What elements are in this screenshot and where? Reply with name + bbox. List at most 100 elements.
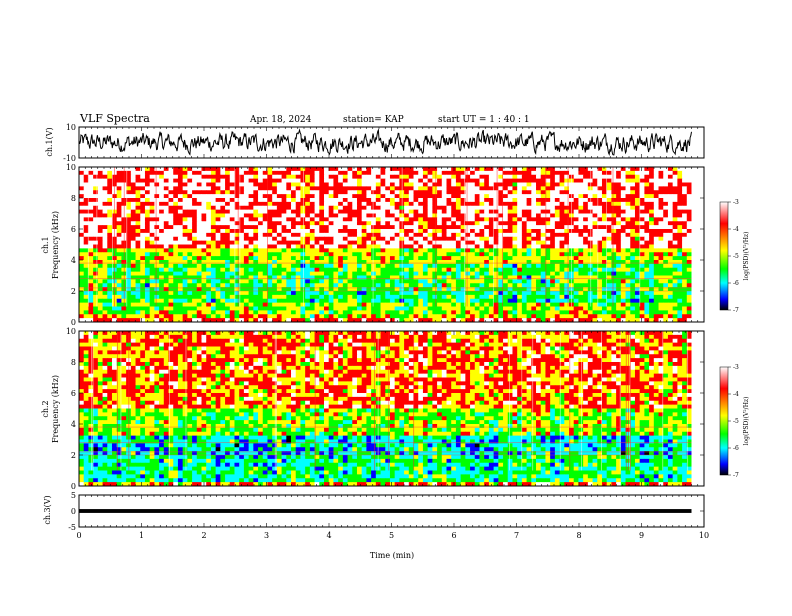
ch1-spec-cell — [677, 252, 682, 256]
ch1-spec-cell — [541, 179, 546, 183]
ch1-spec-cell — [621, 233, 626, 237]
ch1-spec-cell — [296, 225, 301, 229]
ch1-spec-cell — [465, 272, 470, 276]
start-time-label: start UT = 1 : 40 : 1 — [438, 115, 530, 125]
ch1-spec-cell — [211, 303, 216, 307]
ch1-spec-cell — [329, 183, 334, 187]
ch1-spec-cell — [687, 241, 692, 245]
ch1-spec-cell — [635, 190, 640, 194]
ch1-spec-cell — [517, 183, 522, 187]
ch1-spec-cell — [395, 171, 400, 175]
ch1-spec-cell — [677, 248, 682, 252]
ch1-spec-cell — [461, 252, 466, 256]
ch1-spec-cell — [131, 307, 136, 311]
ch1-spec-cell — [630, 190, 635, 194]
ch1-spec-cell — [169, 210, 174, 214]
ch1-spec-cell — [663, 256, 668, 260]
ch1-spec-cell — [348, 206, 353, 210]
ch1-spec-cell — [512, 175, 517, 179]
ch1-spec-cell — [371, 279, 376, 283]
ch1-spec-cell — [107, 229, 112, 233]
ch1-spec-cell — [310, 272, 315, 276]
ch1-spec-cell — [131, 233, 136, 237]
ch1-spec-cell — [202, 190, 207, 194]
ch1-spec-cell — [296, 175, 301, 179]
ch1-spec-cell — [428, 175, 433, 179]
ch1-spec-cell — [451, 233, 456, 237]
ch1-spec-cell — [202, 272, 207, 276]
ch1-spec-cell — [512, 245, 517, 249]
ch1-spec-cell — [324, 248, 329, 252]
ch1-spec-cell — [432, 186, 437, 190]
ch1-spec-cell — [79, 272, 84, 276]
ch1-spec-cell — [131, 186, 136, 190]
ch1-spec-cell — [338, 299, 343, 303]
ch1-spec-cell — [145, 214, 150, 218]
ch1-spec-cell — [687, 276, 692, 280]
ch1-spec-cell — [456, 210, 461, 214]
ch1-spec-cell — [560, 256, 565, 260]
ch1-spec-cell — [376, 303, 381, 307]
ch1-spec-cell — [414, 221, 419, 225]
ch1-spec-cell — [282, 190, 287, 194]
ch1-spec-cell — [428, 295, 433, 299]
ch1-spec-cell — [682, 279, 687, 283]
ch1-spec-cell — [437, 175, 442, 179]
ch1-spec-cell — [447, 171, 452, 175]
ch1-spec-cell — [649, 225, 654, 229]
ch1-spec-cell — [659, 186, 664, 190]
ch1-spec-cell — [432, 214, 437, 218]
ch1-spec-cell — [593, 175, 598, 179]
ch1-spec-cell — [244, 283, 249, 287]
ch1-spec-cell — [305, 248, 310, 252]
ch1-spec-cell — [315, 221, 320, 225]
ch1-spec-cell — [88, 233, 93, 237]
ch1-spec-cell — [164, 194, 169, 198]
ch1-spec-cell — [362, 167, 367, 171]
ch1-spec-cell — [611, 186, 616, 190]
ch1-spec-cell — [366, 299, 371, 303]
ch1-spec-cell — [305, 307, 310, 311]
ch1-spec-cell — [164, 252, 169, 256]
ch1-spec-cell — [659, 229, 664, 233]
ch1-spec-cell — [423, 194, 428, 198]
ch1-spec-cell — [291, 183, 296, 187]
ch1-spec-cell — [574, 214, 579, 218]
ch1-spec-cell — [230, 272, 235, 276]
ch1-spec-cell — [319, 183, 324, 187]
ch1-spec-cell — [385, 279, 390, 283]
ch1-spec-cell — [206, 295, 211, 299]
ch1-spec-cell — [385, 210, 390, 214]
ch1-spec-cell — [668, 190, 673, 194]
ch1-spec-cell — [154, 233, 159, 237]
ch1-spec-cell — [206, 217, 211, 221]
ch1-spec-cell — [536, 307, 541, 311]
ch1-spec-cell — [154, 241, 159, 245]
ch1-spec-cell — [319, 241, 324, 245]
ch1-spec-cell — [395, 295, 400, 299]
ch1-spec-cell — [395, 194, 400, 198]
ch1-spec-cell — [626, 260, 631, 264]
ch1-spec-cell — [644, 202, 649, 206]
ch1-spec-cell — [428, 237, 433, 241]
ch1-spec-cell — [187, 241, 192, 245]
ch1-spec-cell — [145, 260, 150, 264]
ch1-spec-cell — [93, 295, 98, 299]
ch1-spec-cell — [536, 291, 541, 295]
ch1-spec-cell — [630, 256, 635, 260]
ch1-spec-cell — [267, 260, 272, 264]
ch1-spec-cell — [673, 272, 678, 276]
ch1-spec-cell — [423, 245, 428, 249]
ch1-spec-cell — [117, 299, 122, 303]
ch1-spec-cell — [663, 283, 668, 287]
ch1-spec-cell — [461, 233, 466, 237]
ch1-spec-cell — [682, 221, 687, 225]
ch1-spec-cell — [93, 221, 98, 225]
ch1-spec-cell — [277, 190, 282, 194]
ch1-spec-cell — [329, 264, 334, 268]
ch1-spec-cell — [371, 299, 376, 303]
ch1-spec-cell — [442, 214, 447, 218]
ch1-spec-cell — [522, 210, 527, 214]
ch1-spec-cell — [216, 260, 221, 264]
ch1-spec-cell — [343, 291, 348, 295]
